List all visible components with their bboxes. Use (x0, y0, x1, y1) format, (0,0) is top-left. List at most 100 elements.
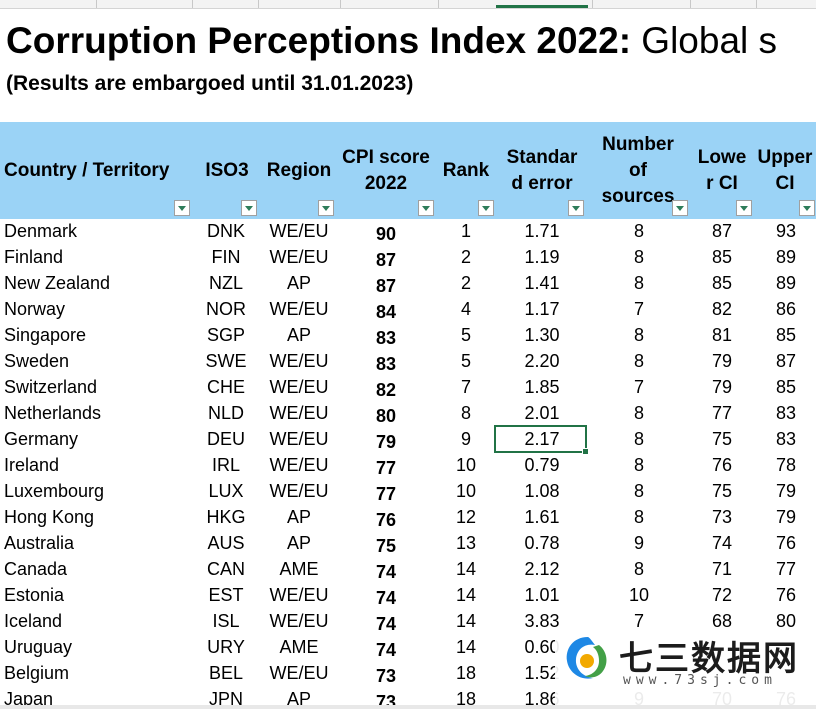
cell-lower-ci[interactable]: 75 (711, 429, 733, 449)
cell-lower-ci[interactable]: 72 (711, 585, 733, 605)
cell-upper-ci[interactable]: 83 (775, 403, 797, 423)
cell-cpi-score[interactable]: 84 (375, 302, 397, 322)
cell-region[interactable]: AP (286, 689, 311, 709)
cell-lower-ci[interactable]: 68 (711, 611, 733, 631)
filter-dropdown-country[interactable] (174, 200, 190, 216)
cell-iso3[interactable]: ISL (212, 611, 240, 631)
cell-rank[interactable]: 13 (455, 533, 477, 553)
cell-upper-ci[interactable]: 85 (775, 325, 797, 345)
cell-standard-error[interactable]: 3.83 (524, 611, 560, 631)
cell-lower-ci[interactable]: 87 (711, 221, 733, 241)
header-rank[interactable]: Rank (442, 159, 490, 181)
cell-cpi-score[interactable]: 82 (375, 380, 397, 400)
cell-region[interactable]: WE/EU (269, 299, 329, 319)
cell-region[interactable]: WE/EU (269, 455, 329, 475)
cell-region[interactable]: AP (286, 507, 311, 527)
cell-rank[interactable]: 14 (455, 559, 477, 579)
cell-standard-error[interactable]: 1.71 (524, 221, 560, 241)
cell-lower-ci[interactable]: 79 (711, 377, 733, 397)
cell-upper-ci[interactable]: 77 (775, 559, 797, 579)
cell-sources[interactable]: 8 (633, 273, 644, 293)
cell-sources[interactable]: 8 (633, 247, 644, 267)
cell-region[interactable]: WE/EU (269, 429, 329, 449)
cell-country[interactable]: Hong Kong (4, 507, 95, 527)
cell-cpi-score[interactable]: 83 (375, 328, 397, 348)
cell-rank[interactable]: 8 (460, 403, 471, 423)
cell-standard-error[interactable]: 1.30 (524, 325, 560, 345)
cell-country[interactable]: Canada (4, 559, 68, 579)
cell-lower-ci[interactable]: 82 (711, 299, 733, 319)
cell-upper-ci[interactable]: 83 (775, 429, 797, 449)
cell-standard-error[interactable]: 1.52 (524, 663, 560, 683)
cell-region[interactable]: WE/EU (269, 481, 329, 501)
cell-region[interactable]: WE/EU (269, 663, 329, 683)
cell-standard-error[interactable]: 2.12 (524, 559, 560, 579)
cell-iso3[interactable]: AUS (207, 533, 245, 553)
cell-region[interactable]: AP (286, 533, 311, 553)
cell-region[interactable]: AP (286, 325, 311, 345)
cell-country[interactable]: Estonia (4, 585, 65, 605)
cell-country[interactable]: Japan (4, 689, 54, 709)
cell-cpi-score[interactable]: 90 (375, 224, 397, 244)
cell-rank[interactable]: 14 (455, 585, 477, 605)
cell-lower-ci[interactable]: 81 (711, 325, 733, 345)
cell-sources[interactable]: 8 (633, 429, 644, 449)
cell-standard-error[interactable]: 2.17 (524, 429, 560, 449)
cell-cpi-score[interactable]: 74 (375, 640, 397, 660)
cell-cpi-score[interactable]: 76 (375, 510, 397, 530)
cell-region[interactable]: WE/EU (269, 247, 329, 267)
cell-lower-ci[interactable]: 73 (711, 507, 733, 527)
cell-region[interactable]: WE/EU (269, 221, 329, 241)
filter-dropdown-upper-ci[interactable] (799, 200, 815, 216)
cell-country[interactable]: Iceland (4, 611, 63, 631)
cell-country[interactable]: Uruguay (4, 637, 73, 657)
header-country[interactable]: Country / Territory (4, 159, 170, 181)
cell-region[interactable]: AME (279, 637, 319, 657)
cell-rank[interactable]: 1 (460, 221, 471, 241)
cell-rank[interactable]: 5 (460, 351, 471, 371)
cell-standard-error[interactable]: 2.01 (524, 403, 560, 423)
cell-iso3[interactable]: FIN (211, 247, 241, 267)
cell-upper-ci[interactable]: 89 (775, 247, 797, 267)
header-lower-ci[interactable]: Lowe r CI (697, 146, 747, 194)
cell-country[interactable]: Australia (4, 533, 75, 553)
cell-region[interactable]: WE/EU (269, 377, 329, 397)
cell-upper-ci[interactable]: 76 (775, 533, 797, 553)
filter-dropdown-rank[interactable] (478, 200, 494, 216)
cell-sources[interactable]: 7 (633, 377, 644, 397)
cell-lower-ci[interactable]: 77 (711, 403, 733, 423)
header-iso3[interactable]: ISO3 (205, 159, 249, 181)
header-cpi-score[interactable]: CPI score 2022 (342, 146, 430, 194)
cell-cpi-score[interactable]: 80 (375, 406, 397, 426)
cell-standard-error[interactable]: 1.41 (524, 273, 560, 293)
cell-cpi-score[interactable]: 73 (375, 692, 397, 712)
cell-rank[interactable]: 14 (455, 611, 477, 631)
cell-cpi-score[interactable]: 74 (375, 588, 397, 608)
cell-iso3[interactable]: CAN (206, 559, 245, 579)
cell-iso3[interactable]: JPN (208, 689, 243, 709)
cell-sources[interactable]: 8 (633, 221, 644, 241)
cell-region[interactable]: WE/EU (269, 585, 329, 605)
cell-upper-ci[interactable]: 80 (775, 611, 797, 631)
cell-cpi-score[interactable]: 87 (375, 250, 397, 270)
cell-country[interactable]: Ireland (4, 455, 60, 475)
filter-dropdown-region[interactable] (318, 200, 334, 216)
cell-rank[interactable]: 4 (460, 299, 471, 319)
cell-sources[interactable]: 8 (633, 403, 644, 423)
cell-rank[interactable]: 5 (460, 325, 471, 345)
cell-standard-error[interactable]: 1.01 (524, 585, 560, 605)
cell-sources[interactable]: 8 (633, 351, 644, 371)
cell-sources[interactable]: 8 (633, 559, 644, 579)
cell-sources[interactable]: 8 (633, 481, 644, 501)
header-standard-error[interactable]: Standar d error (506, 146, 578, 194)
cell-iso3[interactable]: SWE (205, 351, 247, 371)
cell-upper-ci[interactable]: 87 (775, 351, 797, 371)
cell-region[interactable]: WE/EU (269, 403, 329, 423)
cell-lower-ci[interactable]: 71 (711, 559, 733, 579)
cell-standard-error[interactable]: 1.86 (524, 689, 560, 709)
cell-iso3[interactable]: SGP (206, 325, 245, 345)
cell-iso3[interactable]: LUX (208, 481, 244, 501)
cell-lower-ci[interactable]: 74 (711, 533, 733, 553)
cell-lower-ci[interactable]: 79 (711, 351, 733, 371)
cell-rank[interactable]: 7 (460, 377, 471, 397)
